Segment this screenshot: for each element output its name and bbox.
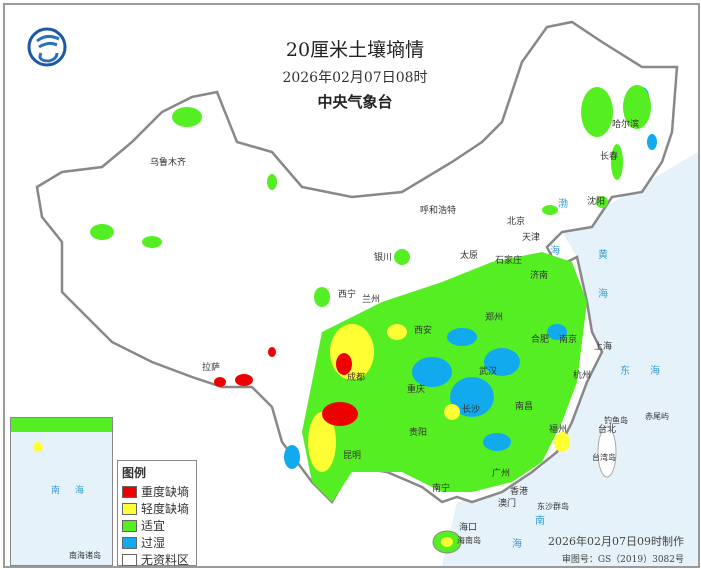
inset-label: 南海诸岛 [69,551,101,560]
legend: 图例 重度缺墒 轻度缺墒 适宜 过湿 无资料区 [117,460,197,568]
region-severe-deficit [214,347,358,426]
sea-labels: 渤海 黄海 东海 南海 [512,197,660,550]
svg-text:长春: 长春 [600,150,618,162]
svg-text:哈尔滨: 哈尔滨 [612,118,639,130]
legend-label: 过湿 [141,536,166,550]
svg-text:海: 海 [512,537,522,550]
region-slight-deficit [308,324,570,547]
svg-text:杭州: 杭州 [573,369,591,381]
legend-swatch [122,502,137,515]
svg-text:乌鲁木齐: 乌鲁木齐 [150,156,186,168]
svg-text:天津: 天津 [522,232,540,243]
svg-text:济南: 济南 [530,269,548,281]
svg-text:贵阳: 贵阳 [409,426,427,438]
svg-text:太原: 太原 [460,249,478,261]
svg-text:南京: 南京 [559,333,577,345]
svg-text:台北: 台北 [598,423,616,435]
svg-text:南: 南 [535,514,545,527]
legend-swatch [122,553,137,566]
svg-text:成都: 成都 [347,371,365,383]
legend-swatch [122,519,137,532]
map-frame: 乌鲁木齐 拉萨 西宁 兰州 银川 呼和浩特 北京 天津 石家庄 太原 济南 郑州 西安 成都 … [3,3,700,568]
svg-text:钓鱼岛: 钓鱼岛 [604,415,628,425]
svg-text:银川: 银川 [374,251,392,263]
cma-logo-icon [27,27,67,67]
legend-item: 无资料区 [122,551,196,568]
svg-text:东: 东 [620,364,630,377]
legend-swatch [122,485,137,498]
svg-text:澳门: 澳门 [498,497,516,509]
svg-text:香港: 香港 [510,485,528,497]
svg-text:兰州: 兰州 [362,293,380,305]
svg-text:长沙: 长沙 [462,403,480,415]
svg-text:赤尾屿: 赤尾屿 [645,412,669,421]
legend-label: 轻度缺墒 [141,502,190,516]
approval-number: 审图号：GS（2019）3082号 [561,555,684,565]
inset-sea-label: 海 [75,486,85,496]
inset-land [11,418,112,432]
svg-text:北京: 北京 [507,215,525,227]
region-wet [284,87,657,469]
legend-swatch [122,536,137,549]
svg-text:郑州: 郑州 [485,311,503,323]
legend-title: 图例 [122,466,147,480]
svg-text:南宁: 南宁 [432,482,450,494]
svg-text:海口: 海口 [459,521,477,533]
svg-text:武汉: 武汉 [479,365,497,377]
svg-text:海: 海 [550,244,560,257]
inset-sea-label: 南 [51,486,61,496]
svg-text:昆明: 昆明 [343,450,361,461]
region-suitable-north [90,85,651,307]
legend-label: 适宜 [141,519,166,533]
svg-text:上海: 上海 [594,340,612,352]
legend-item: 轻度缺墒 [122,500,196,517]
svg-text:渤: 渤 [558,197,568,210]
taiwan-island [597,426,617,478]
legend-item: 过湿 [122,534,196,551]
legend-label: 重度缺墒 [141,485,190,499]
svg-text:重庆: 重庆 [407,383,425,395]
svg-text:海: 海 [650,364,660,377]
south-china-sea-inset: 南 海 南海诸岛 [10,417,113,566]
production-time: 2026年02月07日09时制作 [548,535,684,548]
svg-text:西宁: 西宁 [338,288,356,300]
svg-text:呼和浩特: 呼和浩特 [420,204,456,216]
svg-text:西安: 西安 [414,324,432,336]
svg-text:海: 海 [598,287,608,300]
svg-text:广州: 广州 [492,467,510,479]
svg-text:东沙群岛: 东沙群岛 [537,501,569,511]
svg-text:福州: 福州 [549,423,567,435]
sea-area [442,152,698,566]
svg-text:合肥: 合肥 [531,333,549,345]
svg-text:黄: 黄 [598,248,608,261]
svg-text:沈阳: 沈阳 [587,195,605,207]
svg-text:拉萨: 拉萨 [202,361,220,373]
legend-item: 重度缺墒 [122,483,196,500]
svg-text:南昌: 南昌 [515,400,533,412]
map-issuer: 中央气象台 [317,93,393,111]
legend-label: 无资料区 [141,553,190,567]
svg-text:海南岛: 海南岛 [457,535,481,545]
svg-text:石家庄: 石家庄 [495,254,522,266]
inset-hainan [33,442,43,452]
svg-text:台湾岛: 台湾岛 [592,452,616,462]
legend-item: 适宜 [122,517,196,534]
map-title: 20厘米土壤墒情 [285,39,425,61]
map-datetime: 2026年02月07日08时 [282,70,428,86]
